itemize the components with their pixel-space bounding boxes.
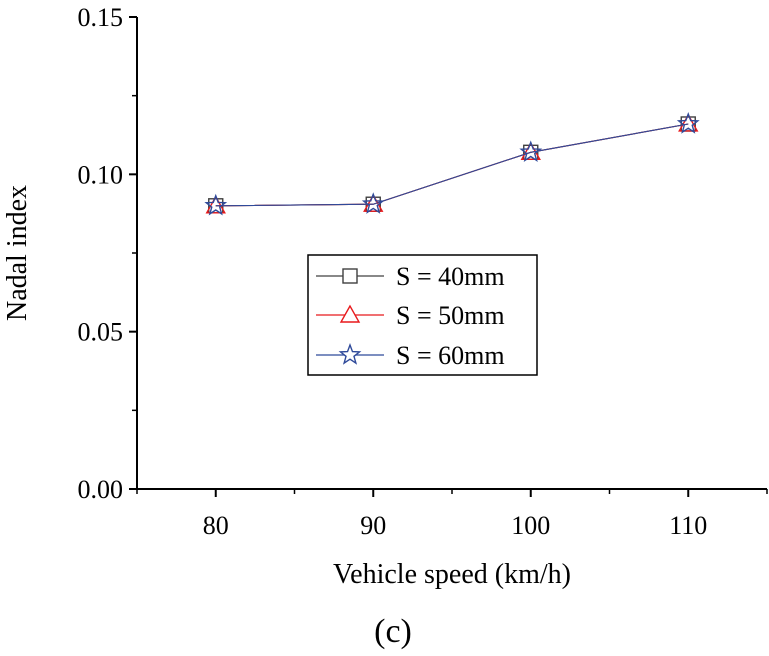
- data-point-star: [204, 193, 228, 216]
- x-tick-label: 110: [669, 511, 707, 540]
- legend-label-s40: S = 40mm: [396, 262, 505, 291]
- y-tick-label: 0.15: [78, 3, 124, 32]
- series-layer: [204, 111, 700, 216]
- x-tick-label: 80: [203, 511, 229, 540]
- legend-marker-square-icon: [342, 268, 358, 284]
- series-star: [204, 111, 700, 216]
- y-tick-label: 0.05: [78, 318, 124, 347]
- series-line: [215, 123, 689, 207]
- data-point-star: [519, 140, 543, 163]
- legend: S = 40mm S = 50mm S = 60mm: [307, 254, 538, 376]
- series-triangle: [205, 113, 699, 214]
- axes: [136, 17, 767, 490]
- data-point-star: [676, 111, 700, 134]
- y-axis-title: Nadal index: [2, 185, 33, 321]
- x-ticks: 80 90 100 110: [136, 489, 768, 540]
- legend-marker-star-icon: [338, 343, 362, 365]
- star-marker: [338, 343, 362, 365]
- legend-label-s50: S = 50mm: [396, 301, 505, 330]
- data-point-star: [361, 192, 385, 214]
- x-axis-title: Vehicle speed (km/h): [333, 559, 571, 590]
- y-ticks: 0.00 0.05 0.10 0.15: [78, 3, 137, 504]
- legend-entry-s50: S = 50mm: [316, 301, 505, 330]
- y-tick-label: 0.10: [78, 160, 124, 189]
- square-marker: [342, 268, 358, 284]
- legend-marker-triangle-icon: [339, 304, 361, 323]
- data-point-triangle: [678, 113, 699, 132]
- data-point-triangle: [205, 195, 226, 214]
- triangle-marker: [339, 304, 361, 323]
- y-tick-label: 0.00: [78, 475, 124, 504]
- figure-caption: (c): [374, 613, 412, 650]
- legend-entry-s40: S = 40mm: [316, 262, 505, 291]
- legend-entry-s60: S = 60mm: [316, 341, 505, 370]
- x-tick-label: 100: [511, 511, 550, 540]
- series-square: [208, 116, 696, 214]
- legend-label-s60: S = 60mm: [396, 341, 505, 370]
- x-tick-label: 90: [360, 511, 386, 540]
